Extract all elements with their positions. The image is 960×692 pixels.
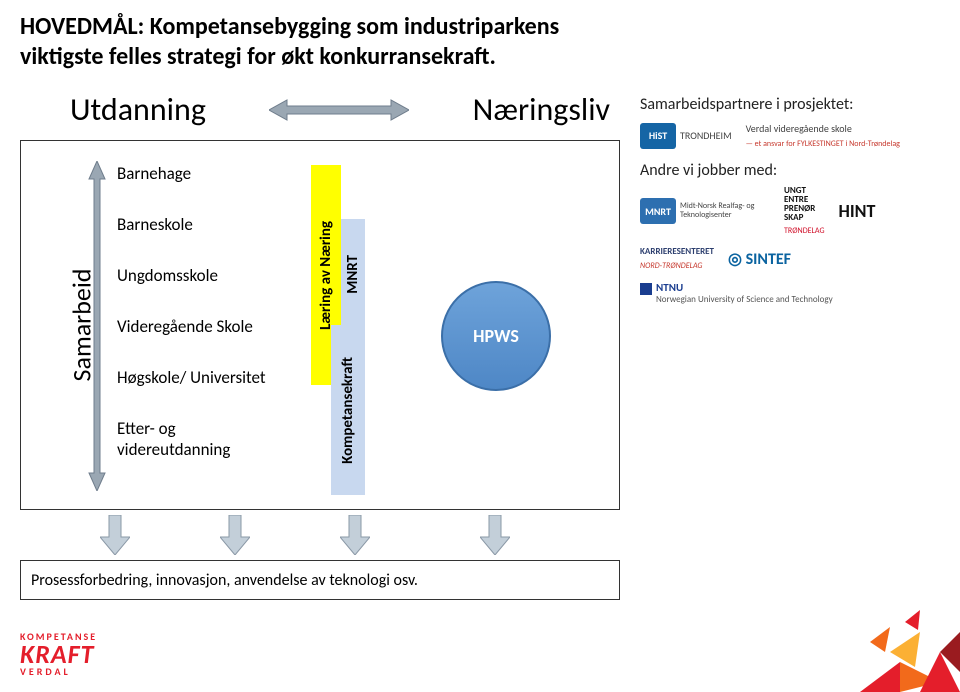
main-diagram-box: Samarbeid Barnehage Barneskole Ungdomssk… [20, 140, 620, 510]
utdanning-label: Utdanning [70, 90, 206, 129]
logo-verdal-vgs: Verdal videregående skole — et ansvar fo… [746, 122, 900, 149]
decorative-triangles-icon [740, 572, 960, 692]
partners-top-logos: HiST TRONDHEIM Verdal videregående skole… [640, 122, 940, 149]
hpws-circle: HPWS [441, 281, 551, 391]
bar-mnrt: MNRT [341, 219, 365, 329]
bottom-caption-box: Prosessforbedring, innovasjon, anvendels… [20, 560, 620, 600]
top-flow: Utdanning Næringsliv [70, 90, 610, 129]
edu-item: Etter- og videreutdanning [117, 418, 266, 460]
education-levels-list: Barnehage Barneskole Ungdomsskole Videre… [117, 163, 266, 490]
down-arrow-icon [100, 515, 130, 555]
edu-item: Barnehage [117, 163, 266, 184]
vertical-double-arrow-icon [87, 161, 107, 491]
down-arrow-icon [220, 515, 250, 555]
down-arrow-icon [340, 515, 370, 555]
logo-karriere: KARRIERESENTERET NORD-TRØNDELAG [640, 246, 714, 271]
edu-item: Barneskole [117, 214, 266, 235]
logo-sintef: ◎ SINTEF [728, 249, 791, 269]
edu-item: Ungdomsskole [117, 265, 266, 286]
logo-ungt: UNGTENTREPRENØRSKAP TRØNDELAG [784, 186, 825, 236]
down-arrows-row [20, 515, 620, 555]
bar-kompetansekraft: Kompetansekraft [331, 325, 365, 495]
andre-header: Andre vi jobber med: [640, 161, 940, 180]
naeringsliv-label: Næringsliv [473, 90, 610, 129]
edu-item: Høgskole/ Universitet [117, 367, 266, 388]
partners-column: Samarbeidspartnere i prosjektet: HiST TR… [640, 95, 940, 305]
logo-mnrt: MNRT Midt-Norsk Realfag- og Teknologisen… [640, 198, 770, 224]
kompetansekraft-logo: KOMPETANSE KRAFT VERDAL [20, 632, 97, 676]
logo-hint: HINT [839, 200, 876, 222]
page-title: HOVEDMÅL: Kompetansebygging som industri… [0, 0, 660, 78]
partners-header: Samarbeidspartnere i prosjektet: [640, 95, 940, 114]
logo-ntnu: NTNU Norwegian University of Science and… [640, 281, 833, 305]
edu-item: Videregående Skole [117, 316, 266, 337]
partners-andre-logos: MNRT Midt-Norsk Realfag- og Teknologisen… [640, 186, 940, 305]
double-arrow-icon [269, 98, 409, 122]
logo-hist: HiST TRONDHEIM [640, 123, 732, 149]
down-arrow-icon [480, 515, 510, 555]
